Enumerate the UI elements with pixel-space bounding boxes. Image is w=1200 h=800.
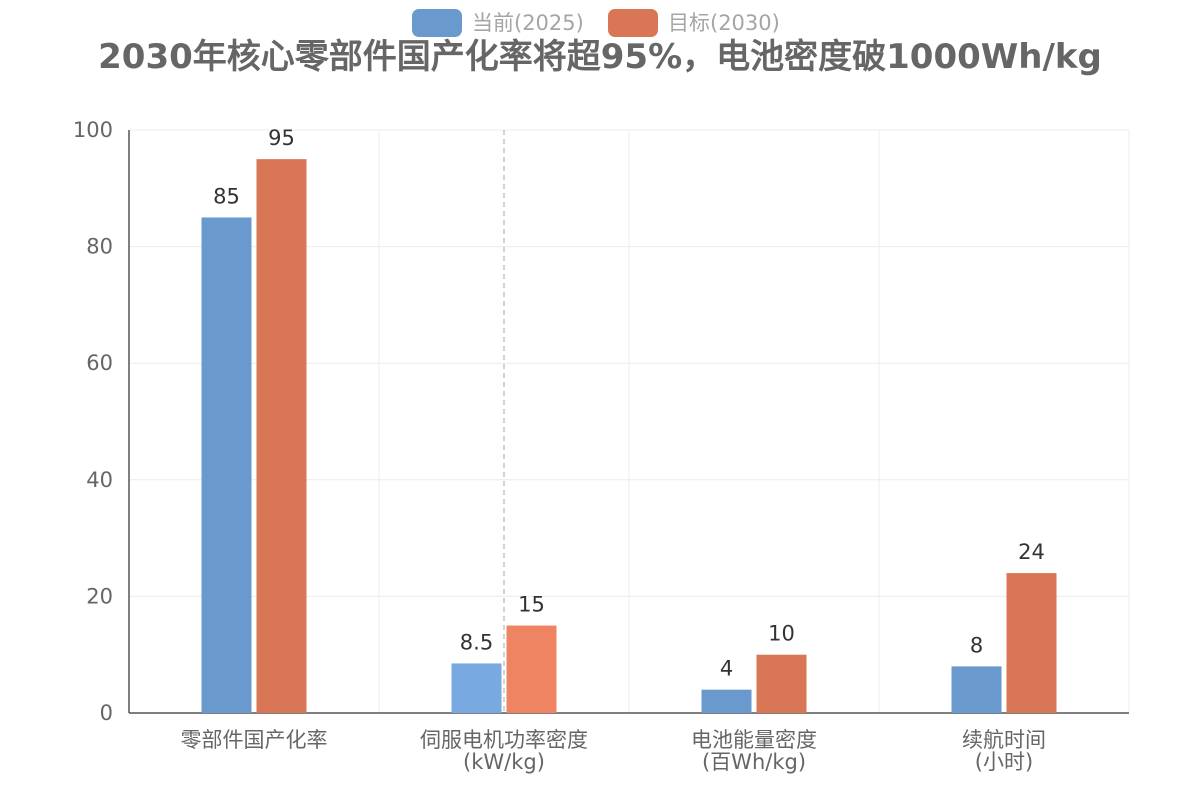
x-category-label: 零部件国产化率 (181, 728, 328, 752)
y-tick-label: 100 (73, 118, 113, 142)
x-category-label-line: (百Wh/kg) (702, 750, 806, 774)
legend-swatch (412, 9, 462, 37)
legend-item-target[interactable]: 目标(2030) (608, 9, 780, 37)
x-category-label-line: (小时) (975, 750, 1033, 774)
legend-item-current[interactable]: 当前(2025) (412, 9, 584, 37)
axes: 0 20 40 60 80 100 零部件国产化率 伺服电机功率密度(kW/kg) 电池能量密度… (73, 118, 1129, 774)
value-labels: 85 8.5 4 8 95 15 10 24 (213, 126, 1045, 681)
x-category-label: 续航时间(小时) (962, 728, 1046, 774)
y-tick-label: 0 (100, 701, 113, 725)
y-tick-label: 80 (86, 235, 113, 259)
y-tick-label: 20 (86, 584, 113, 608)
x-category-label-line: 伺服电机功率密度 (420, 728, 588, 752)
y-tick-label: 40 (86, 468, 113, 492)
x-category-label-line: 电池能量密度 (691, 728, 817, 752)
legend-label: 目标(2030) (668, 11, 780, 35)
bar-target[interactable] (256, 159, 307, 713)
bar-value-label: 10 (768, 622, 795, 646)
bar-value-label: 15 (518, 593, 545, 617)
bar-value-label: 4 (720, 657, 733, 681)
bar-target[interactable] (756, 654, 807, 713)
bar-target[interactable] (1006, 573, 1057, 713)
bar-current[interactable] (201, 217, 252, 713)
bar-value-label: 8 (970, 633, 983, 657)
bar-value-label: 24 (1018, 540, 1045, 564)
bar-value-label: 95 (268, 126, 295, 150)
bar-current[interactable] (451, 663, 502, 713)
legend[interactable]: 当前(2025) 目标(2030) (412, 9, 780, 37)
legend-swatch (608, 9, 658, 37)
x-category-label: 电池能量密度(百Wh/kg) (691, 728, 817, 774)
bar-target[interactable] (506, 625, 557, 713)
bar-current[interactable] (951, 666, 1002, 713)
x-category-label-line: (kW/kg) (463, 750, 545, 774)
x-category-label-line: 零部件国产化率 (181, 728, 328, 752)
bar-current[interactable] (701, 689, 752, 713)
x-category-label-line: 续航时间 (962, 728, 1046, 752)
bar-value-label: 8.5 (460, 630, 493, 654)
x-category-label: 伺服电机功率密度(kW/kg) (420, 728, 588, 774)
bars (201, 159, 1057, 713)
y-tick-label: 60 (86, 351, 113, 375)
bar-value-label: 85 (213, 184, 240, 208)
legend-label: 当前(2025) (472, 11, 584, 35)
chart-title: 2030年核心零部件国产化率将超95%，电池密度破1000Wh/kg (98, 37, 1102, 77)
